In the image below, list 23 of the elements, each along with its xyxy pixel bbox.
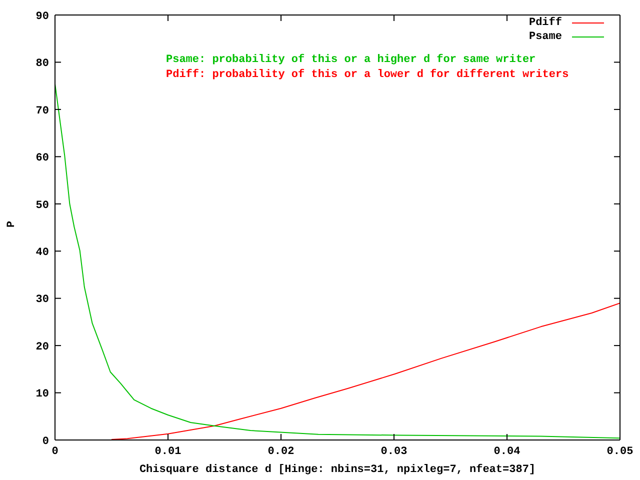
x-tick-label: 0.04 (494, 446, 521, 458)
y-tick-label: 30 (36, 294, 49, 306)
x-tick-label: 0.03 (380, 446, 408, 458)
y-tick-label: 80 (36, 58, 49, 70)
annotation: Pdiff: probability of this or a lower d for different writers (166, 69, 569, 81)
y-tick-label: 10 (36, 388, 49, 401)
y-tick-label: 40 (36, 247, 49, 260)
y-tick-label: 20 (36, 341, 49, 354)
y-axis-title: P (6, 220, 18, 228)
y-tick-label: 70 (36, 105, 49, 118)
legend-label: Pdiff (528, 17, 562, 29)
x-axis-title: Chisquare distance d [Hinge: nbins=31, npixleg=7, nfeat=387] (139, 463, 536, 476)
x-tick-label: 0.05 (606, 446, 634, 458)
x-tick-label: 0.02 (268, 446, 294, 458)
line-series (111, 302, 620, 440)
y-tick-label: 90 (36, 10, 49, 23)
y-tick-label: 60 (36, 152, 49, 165)
x-tick-label: 0 (52, 446, 58, 458)
y-tick-label: 50 (36, 200, 49, 212)
x-tick-label: 0.01 (154, 446, 182, 458)
legend-label: Psame (528, 31, 562, 43)
y-tick-label: 0 (42, 436, 49, 448)
annotation: Psame: probability of this or a higher d for same writer (166, 54, 536, 66)
